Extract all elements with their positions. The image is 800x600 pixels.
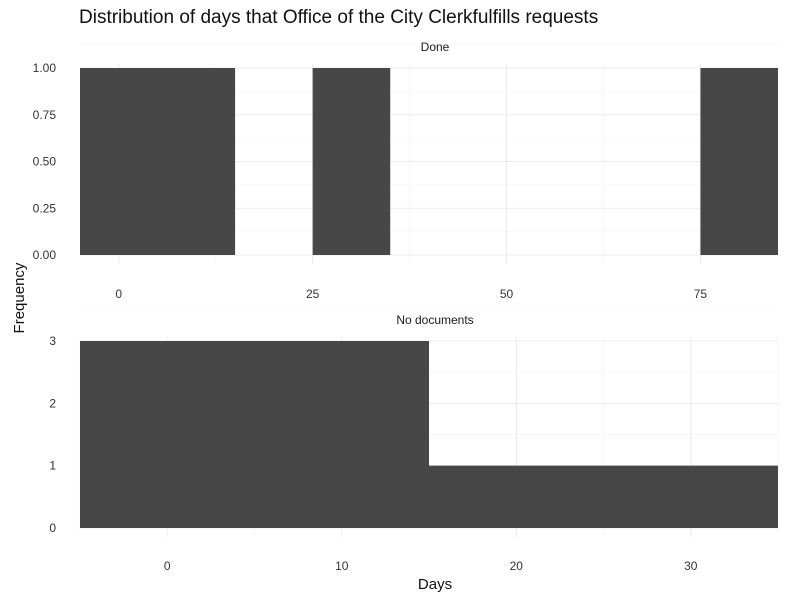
panels-layer: Done 0.00 0.25 0.50 0.75 1.00 0 25 50 75 No docume…: [33, 40, 779, 573]
x-tick-label: 75: [694, 287, 708, 301]
y-tick-label: 2: [49, 396, 56, 410]
x-tick-label: 20: [510, 559, 524, 573]
y-tick-label: 0.00: [33, 248, 57, 262]
histogram-bar: [312, 68, 391, 255]
histogram-bar: [700, 68, 778, 255]
panel-strip-label: No documents: [396, 313, 473, 327]
y-tick-label: 3: [49, 334, 56, 348]
y-tick-label: 0.50: [33, 155, 57, 169]
x-axis-title: Days: [418, 576, 452, 593]
histogram-bar: [80, 341, 429, 528]
y-tick-label: 0: [49, 521, 56, 535]
panel-done: Done 0.00 0.25 0.50 0.75 1.00 0 25 50 75: [33, 40, 778, 301]
histogram-bar: [429, 465, 778, 528]
x-tick-label: 0: [164, 559, 171, 573]
chart-title: Distribution of days that Office of the …: [79, 7, 598, 28]
y-tick-label: 0.75: [33, 108, 57, 122]
y-tick-label: 0.25: [33, 201, 57, 215]
x-tick-label: 25: [306, 287, 320, 301]
x-tick-label: 0: [115, 287, 122, 301]
y-axis-title: Frequency: [11, 262, 28, 333]
histogram-bar: [80, 68, 236, 255]
y-tick-label: 1: [49, 459, 56, 473]
x-tick-label: 50: [500, 287, 514, 301]
x-tick-label: 10: [335, 559, 349, 573]
x-tick-label: 30: [684, 559, 698, 573]
y-tick-label: 1.00: [33, 61, 57, 75]
panel-strip-label: Done: [421, 40, 450, 54]
